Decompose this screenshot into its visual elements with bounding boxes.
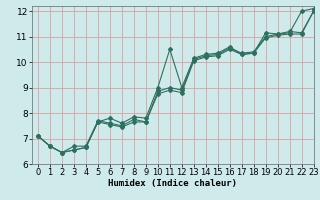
X-axis label: Humidex (Indice chaleur): Humidex (Indice chaleur) (108, 179, 237, 188)
